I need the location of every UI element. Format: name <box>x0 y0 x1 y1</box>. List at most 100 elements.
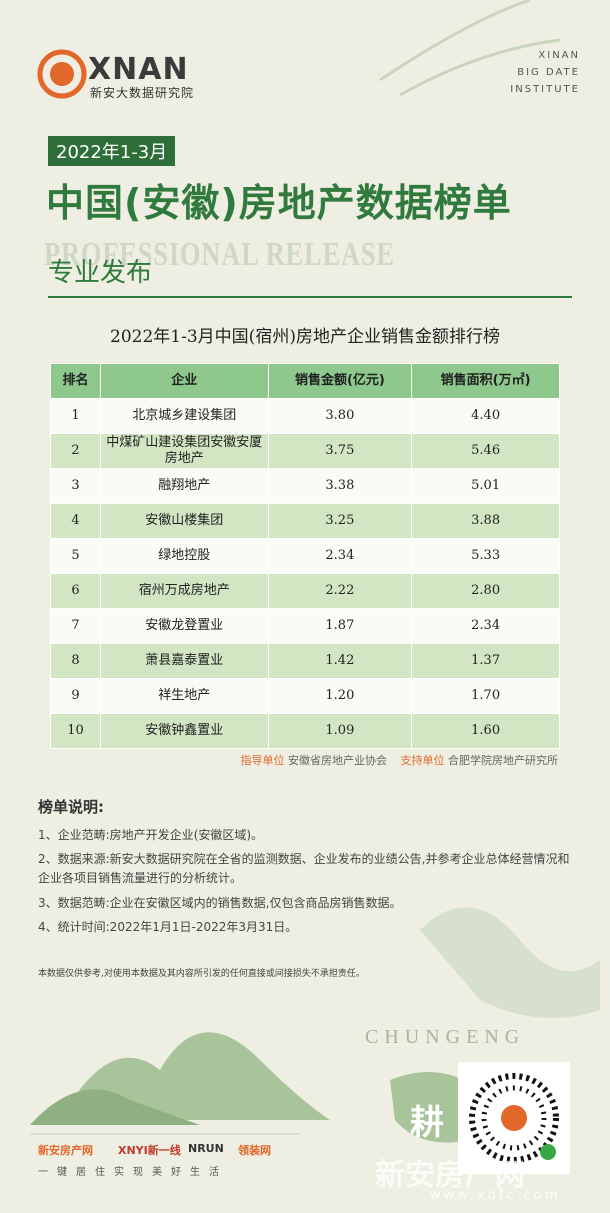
watermark-url: www.xdfc.com <box>430 1188 561 1203</box>
decor-char: 耕 <box>410 1103 444 1143</box>
table-cell: 8 <box>50 643 101 679</box>
table-cell: 绿地控股 <box>99 538 269 574</box>
logo-ring <box>37 49 87 99</box>
table-cell: 2.22 <box>267 573 413 609</box>
table-cell: 1.37 <box>411 643 560 679</box>
table-cell: 1 <box>50 398 101 434</box>
column-header: 企业 <box>99 363 269 399</box>
footer-logo: 新安房产网 <box>38 1144 93 1157</box>
table-row: 10 安徽钟鑫置业 1.09 1.60 <box>50 713 560 749</box>
guide: 安徽省房地产业协会 <box>288 754 387 767</box>
table-cell: 祥生地产 <box>99 678 269 714</box>
period-badge: 2022年1-3月 <box>48 136 176 166</box>
table-cell: 7 <box>50 608 101 644</box>
table-cell: 4.40 <box>411 398 560 434</box>
institute-line: BIG DATE <box>517 67 580 78</box>
release-watermark: PROFESSIONAL RELEASE <box>44 236 395 273</box>
footer-logo: XNYI新一线 <box>118 1144 181 1157</box>
column-header: 销售面积(万㎡) <box>411 363 560 399</box>
note: 2、数据来源:新安大数据研究院在全省的监测数据、企业发布的业绩公告,并参考企业总… <box>38 852 570 885</box>
column-header: 排名 <box>50 363 101 399</box>
support-label: 支持单位 <box>400 754 445 767</box>
table-cell: 1.60 <box>411 713 560 749</box>
table-cell: 3.75 <box>267 433 413 469</box>
logo-text: XNAN <box>88 52 189 87</box>
table-row: 7 安徽龙登置业 1.87 2.34 <box>50 608 560 644</box>
table-cell: 3 <box>50 468 101 504</box>
table-cell: 3.88 <box>411 503 560 539</box>
qr-badge <box>540 1144 556 1160</box>
table-cell: 5.46 <box>411 433 560 469</box>
table-cell: 1.20 <box>267 678 413 714</box>
table-cell: 萧县嘉泰置业 <box>99 643 269 679</box>
table-row: 6 宿州万成房地产 2.22 2.80 <box>50 573 560 609</box>
institute-line: INSTITUTE <box>510 84 580 95</box>
table-cell: 9 <box>50 678 101 714</box>
table-row: 4 安徽山楼集团 3.25 3.88 <box>50 503 560 539</box>
qr-code <box>469 1073 559 1163</box>
divider <box>48 296 572 298</box>
subtitle: 专业发布 <box>48 258 153 288</box>
table-cell: 安徽龙登置业 <box>99 608 269 644</box>
table-cell: 3.38 <box>267 468 413 504</box>
table-cell: 3.25 <box>267 503 413 539</box>
brush-stroke <box>420 907 600 1018</box>
logo-subtext: 新安大数据研究院 <box>90 86 195 100</box>
hill <box>60 1032 330 1120</box>
logo-core <box>50 62 74 86</box>
table-cell: 1.09 <box>267 713 413 749</box>
slogan: 一键居住实现美好生活 <box>38 1167 228 1178</box>
table-cell: 10 <box>50 713 101 749</box>
table-row: 5 绿地控股 2.34 5.33 <box>50 538 560 574</box>
table-row: 9 祥生地产 1.20 1.70 <box>50 678 560 714</box>
decor-text: CHUNGENG <box>365 1026 526 1048</box>
hill <box>30 1089 200 1125</box>
table-cell: 4 <box>50 503 101 539</box>
table-row: 1 北京城乡建设集团 3.80 4.40 <box>50 398 560 434</box>
support: 合肥学院房地产研究所 <box>448 754 558 767</box>
note: 4、统计时间:2022年1月1日-2022年3月31日。 <box>38 920 298 934</box>
table-cell: 5.01 <box>411 468 560 504</box>
footer-logo: NRUN <box>188 1142 224 1155</box>
note: 1、企业范畴:房地产开发企业(安徽区域)。 <box>38 828 264 842</box>
table-row: 2 中煤矿山建设集团安徽安厦房地产 3.75 5.46 <box>50 433 560 469</box>
sponsors: 指导单位 安徽省房地产业协会 支持单位 合肥学院房地产研究所 <box>231 752 559 768</box>
main-title: 中国(安徽)房地产数据榜单 <box>46 181 512 225</box>
table-cell: 1.42 <box>267 643 413 679</box>
table-row: 8 萧县嘉泰置业 1.42 1.37 <box>50 643 560 679</box>
table-cell: 2.80 <box>411 573 560 609</box>
table-cell: 3.80 <box>267 398 413 434</box>
ranking-table: 排名 企业 销售金额(亿元) 销售面积(万㎡) 1 北京城乡建设集团 3.80 4.40 2 中… <box>50 363 560 749</box>
table-cell: 北京城乡建设集团 <box>99 398 269 434</box>
leaf-branch <box>379 0 561 97</box>
column-header: 销售金额(亿元) <box>267 363 413 399</box>
table-title: 2022年1-3月中国(宿州)房地产企业销售金额排行榜 <box>110 327 500 347</box>
institute-line: XINAN <box>538 50 580 61</box>
table-cell: 中煤矿山建设集团安徽安厦房地产 <box>99 433 269 469</box>
table-cell: 融翔地产 <box>99 468 269 504</box>
table-cell: 5 <box>50 538 101 574</box>
table-cell: 6 <box>50 573 101 609</box>
table-cell: 1.87 <box>267 608 413 644</box>
table-cell: 安徽山楼集团 <box>99 503 269 539</box>
notes-title: 榜单说明: <box>38 798 104 816</box>
guide-label: 指导单位 <box>240 754 285 767</box>
table-row: 3 融翔地产 3.38 5.01 <box>50 468 560 504</box>
disclaimer: 本数据仅供参考,对使用本数据及其内容所引发的任何直接或间接损失不承担责任。 <box>38 969 365 979</box>
header-row: 排名 企业 销售金额(亿元) 销售面积(万㎡) <box>50 363 560 399</box>
qr-center <box>501 1105 527 1131</box>
table-cell: 5.33 <box>411 538 560 574</box>
table-cell: 2.34 <box>411 608 560 644</box>
note: 3、数据范畴:企业在安徽区域内的销售数据,仅包含商品房销售数据。 <box>38 896 402 910</box>
table-cell: 1.70 <box>411 678 560 714</box>
table-body: 1 北京城乡建设集团 3.80 4.40 2 中煤矿山建设集团安徽安厦房地产 3.75 5.4… <box>50 398 560 749</box>
table-cell: 宿州万成房地产 <box>99 573 269 609</box>
footer-logo: 领装网 <box>238 1144 271 1157</box>
table-cell: 安徽钟鑫置业 <box>99 713 269 749</box>
brush-stroke <box>390 1072 480 1143</box>
qr-code <box>481 1085 547 1151</box>
table-cell: 2 <box>50 433 101 469</box>
watermark: 新安房产网 <box>375 1158 525 1193</box>
